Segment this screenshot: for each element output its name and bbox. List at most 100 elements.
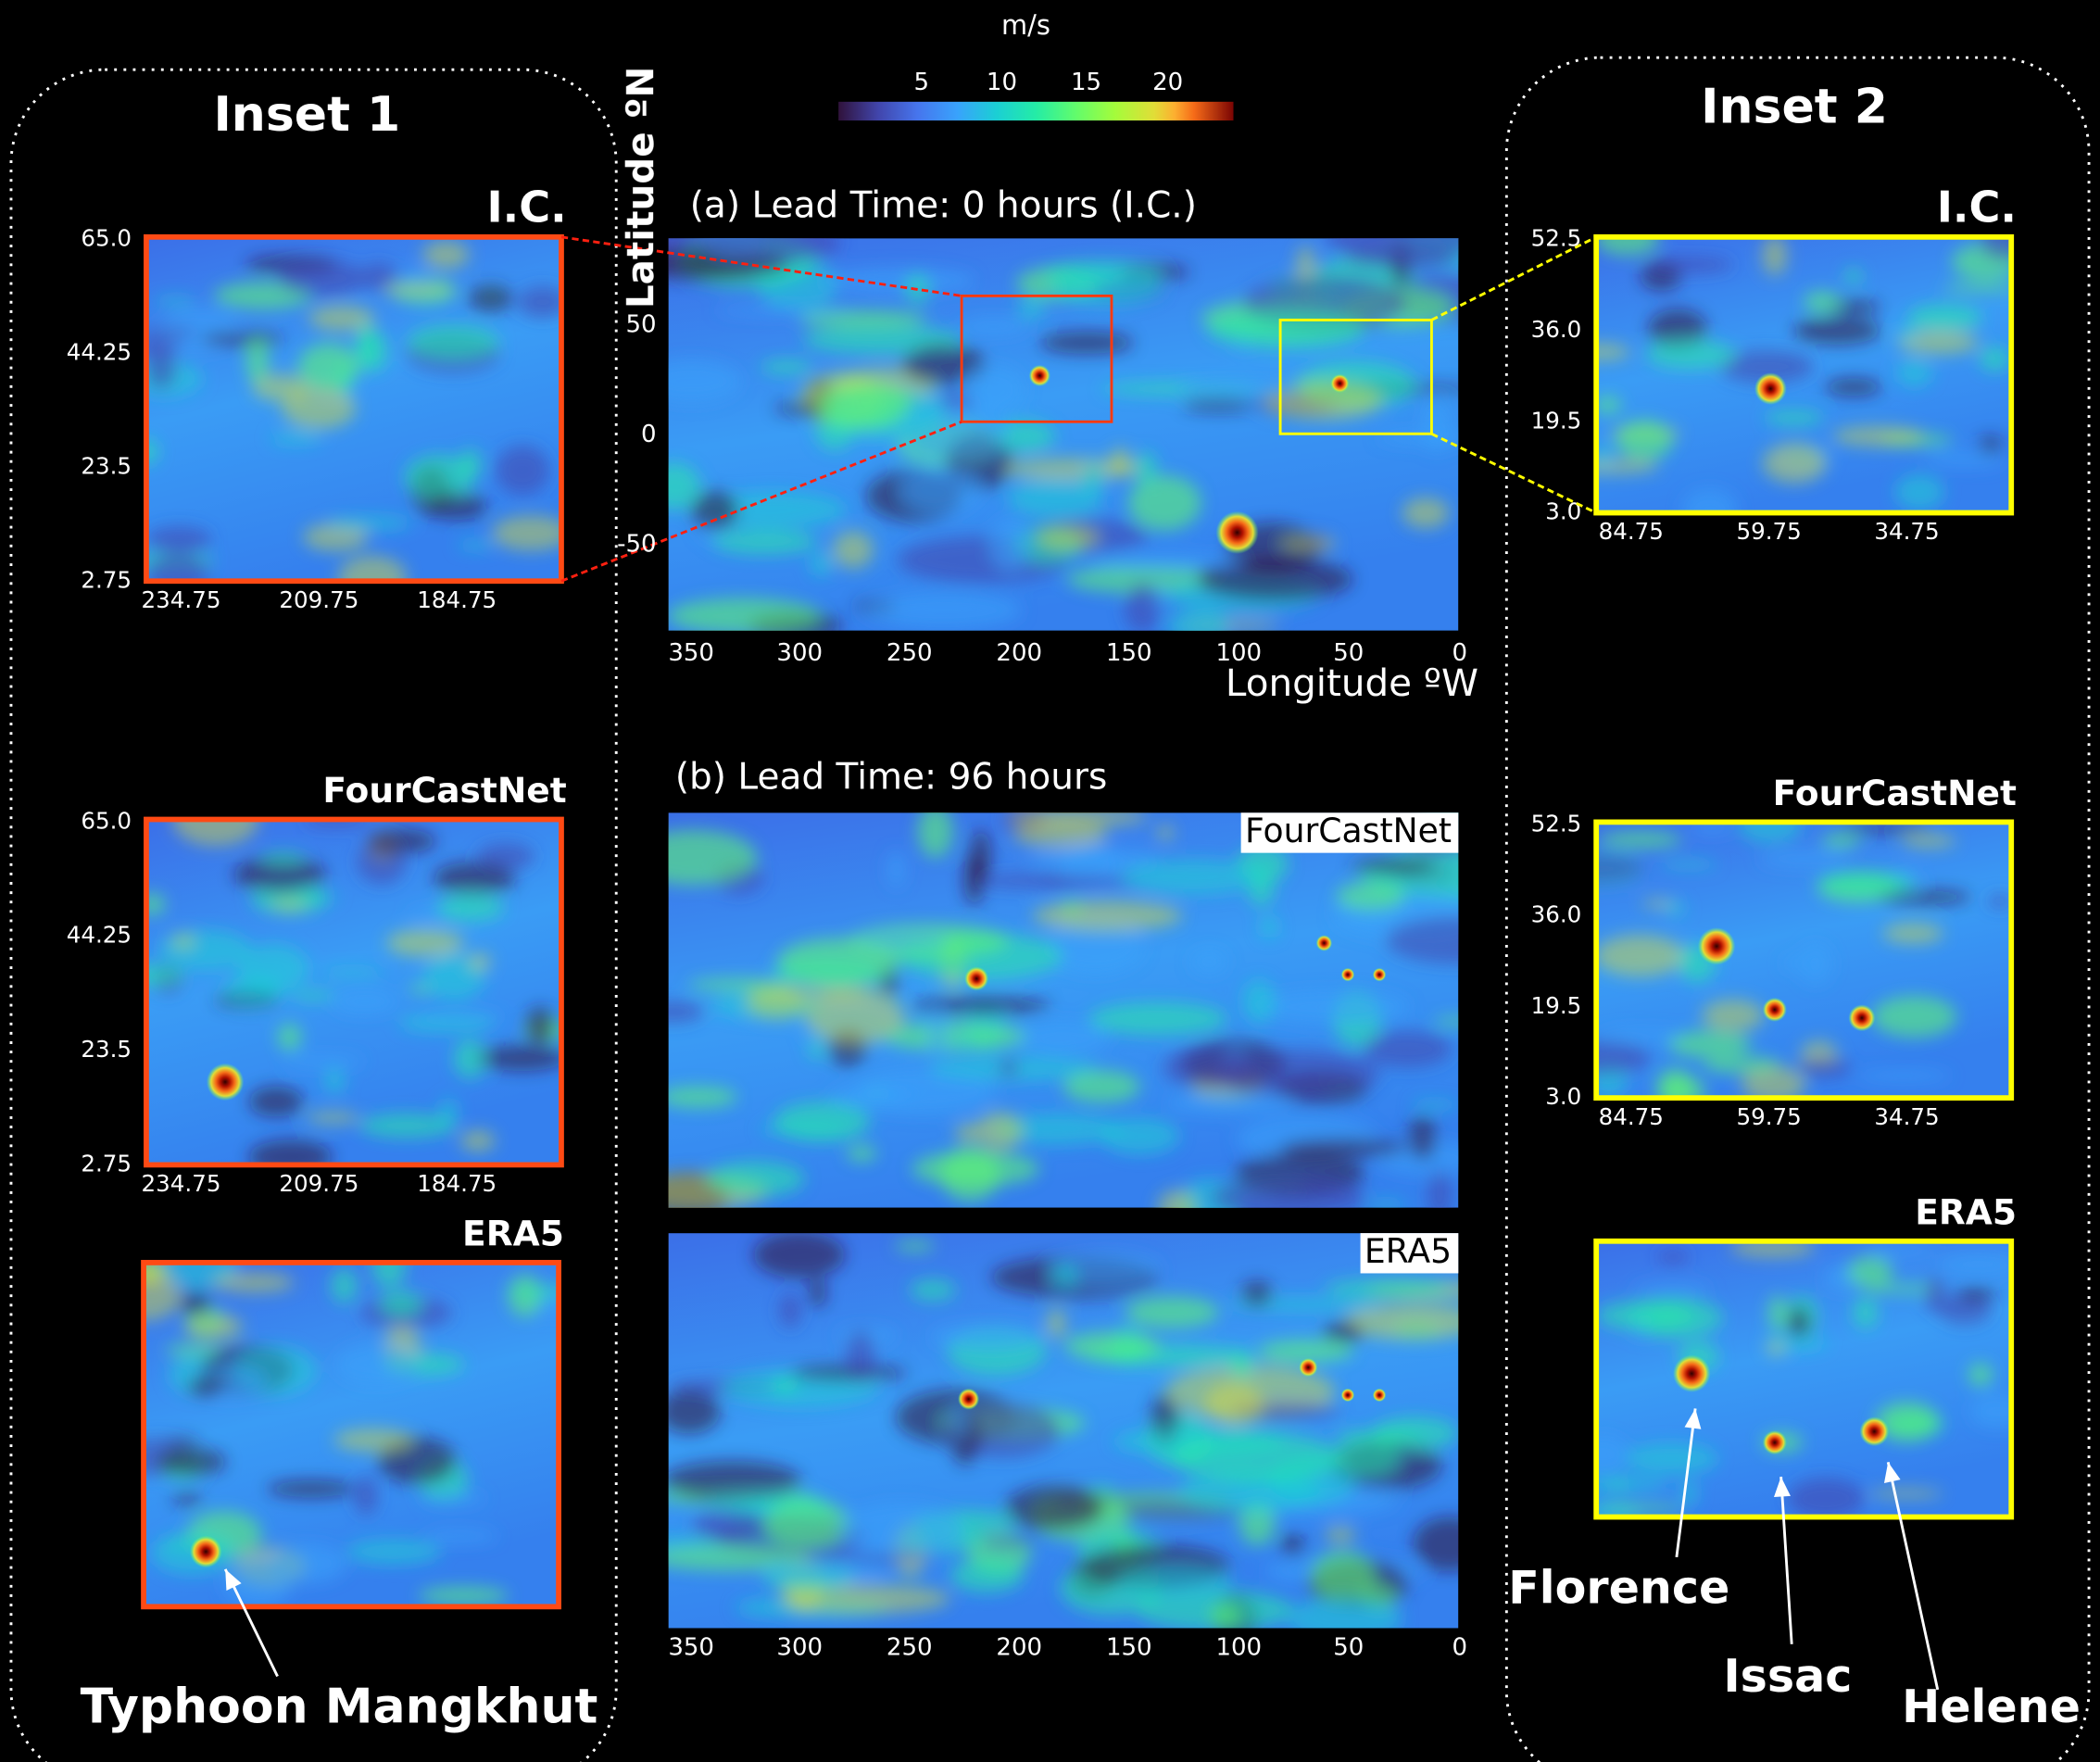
colorbar-tick-label: 5 [913, 69, 929, 96]
map-feature [1980, 346, 2010, 371]
map-feature [779, 1293, 800, 1328]
y-tick-label: -50 [617, 531, 656, 559]
cyclone [1215, 511, 1258, 554]
map-feature [1204, 1382, 1264, 1425]
map-feature [1207, 309, 1365, 349]
map-feature [1165, 1093, 1296, 1114]
map-feature [469, 285, 513, 311]
map-feature [1956, 1288, 1995, 1301]
map-feature [950, 1558, 1024, 1592]
map-feature [1242, 979, 1276, 1024]
panel-label: I.C. [486, 182, 566, 232]
map-feature [429, 493, 486, 520]
map-feature [282, 387, 356, 429]
map-feature [1924, 1277, 1946, 1312]
map-feature [1081, 462, 1105, 495]
colorbar-tick-label: 10 [987, 69, 1017, 96]
map-feature [1241, 1281, 1274, 1306]
map-feature [249, 1087, 304, 1117]
map-feature [930, 1324, 1044, 1351]
map-feature [1901, 835, 1955, 848]
map-feature [1040, 332, 1134, 354]
map-feature [1402, 497, 1450, 528]
map-feature [434, 862, 516, 894]
map-feature [910, 1279, 956, 1301]
colorbar-unit: m/s [1001, 9, 1050, 41]
map-feature [964, 365, 1025, 413]
map-feature [1832, 426, 1924, 447]
x-tick-label: 34.75 [1874, 518, 1939, 545]
map-feature [201, 332, 283, 346]
cyclone [1341, 968, 1354, 981]
map-feature [1616, 420, 1673, 460]
map-feature [1896, 359, 1932, 386]
map-feature [971, 829, 991, 882]
map-feature [706, 1162, 805, 1197]
x-tick-label: 34.75 [1874, 1103, 1939, 1130]
map-feature [354, 1476, 378, 1516]
map-feature [1793, 317, 1881, 345]
y-tick-label: 19.5 [1531, 992, 1582, 1019]
map-base [1596, 1241, 2011, 1517]
wind-map [598, 1231, 1504, 1644]
map-feature [1562, 459, 1659, 473]
panel-label: I.C. [1937, 182, 2017, 232]
map-feature [1325, 1279, 1452, 1298]
map-feature [1936, 1254, 2018, 1275]
map-feature [901, 466, 980, 512]
map-feature [1386, 916, 1528, 963]
map-feature [815, 380, 911, 430]
cyclone [1316, 935, 1332, 950]
x-tick-label: 250 [887, 639, 933, 667]
map-feature [887, 850, 905, 888]
map-feature [1598, 1504, 1685, 1513]
x-tick-label: 150 [1106, 1634, 1152, 1662]
map-feature [1111, 447, 1130, 474]
map-feature [1644, 257, 1733, 272]
map-feature [437, 894, 504, 921]
map-feature [1788, 1478, 1865, 1519]
map-feature [1817, 872, 1916, 896]
map-feature [1016, 298, 1046, 321]
map-feature [146, 554, 208, 590]
map-feature [659, 1390, 720, 1434]
x-tick-label: 0 [1452, 1634, 1467, 1662]
map-feature [284, 1056, 364, 1068]
map-feature [1434, 1017, 1478, 1026]
map-feature [412, 1012, 504, 1021]
map-feature [422, 241, 469, 269]
map-feature [809, 1277, 825, 1307]
map-feature [1659, 860, 1717, 868]
cyclone [1299, 1358, 1317, 1377]
map-feature [1659, 1076, 1705, 1109]
map-feature [1172, 1432, 1341, 1483]
map-feature [1844, 269, 1863, 284]
map-feature [1408, 1116, 1437, 1160]
map-feature [492, 515, 570, 550]
x-tick-label: 84.75 [1599, 518, 1664, 545]
map-feature [642, 359, 741, 403]
map-feature [1050, 1264, 1078, 1289]
map-feature [975, 1112, 1023, 1150]
map-feature [1768, 1295, 1786, 1332]
cyclone [964, 966, 988, 990]
map-feature [880, 1022, 1026, 1051]
x-tick-label: 184.75 [417, 1170, 497, 1197]
cyclone [958, 1389, 979, 1410]
map-feature [1089, 1002, 1227, 1035]
map-feature [478, 1045, 566, 1071]
map-feature [1163, 1047, 1251, 1088]
map-feature [335, 1344, 419, 1385]
x-tick-label: 209.75 [279, 586, 358, 613]
colorbar-tick-label: 15 [1071, 69, 1101, 96]
map-feature [1682, 489, 1738, 531]
map-feature [846, 1330, 875, 1383]
map-feature [1578, 1436, 1628, 1471]
x-tick-label: 59.75 [1736, 1103, 1801, 1130]
cyclone [1330, 374, 1349, 393]
map-feature [357, 321, 374, 370]
map-feature [261, 852, 305, 864]
map-feature [158, 929, 251, 970]
map-feature [404, 454, 475, 499]
map-feature [1117, 1567, 1232, 1598]
